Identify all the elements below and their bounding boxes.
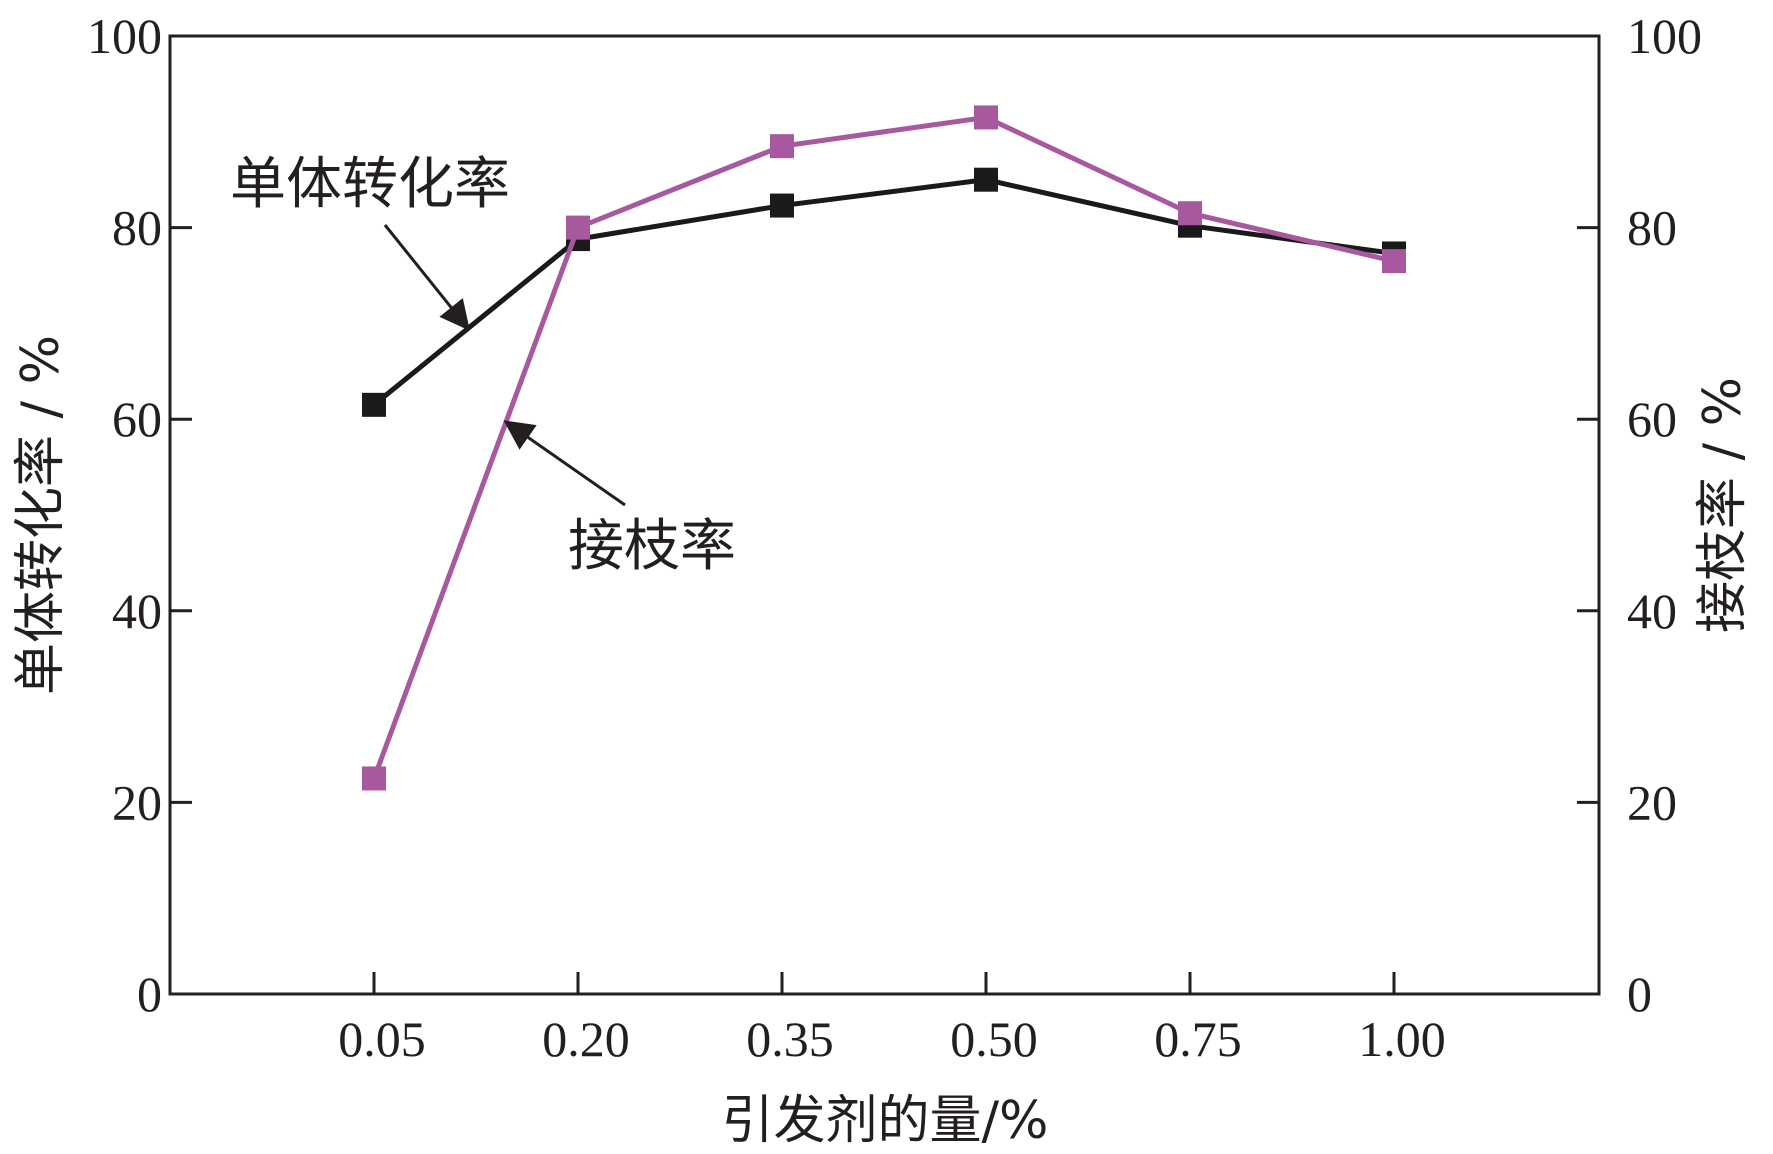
data-point-grafting — [770, 134, 794, 159]
data-point-grafting — [1178, 201, 1202, 226]
x-tick-label: 0.20 — [542, 1011, 630, 1067]
y-tick-label-right: 40 — [1627, 583, 1677, 639]
x-tick-label: 1.00 — [1358, 1011, 1446, 1067]
x-tick-label: 0.75 — [1154, 1011, 1242, 1067]
y-tick-label-left: 80 — [112, 200, 162, 256]
ticks: 0 20 40 60 80 100 0 20 40 60 80 100 0.05 0.20 0.35 0.50… — [87, 8, 1702, 1067]
series-conversion — [362, 167, 1406, 417]
data-point-conversion — [974, 167, 998, 192]
y-tick-label-left: 40 — [112, 583, 162, 639]
y-tick-label-right: 0 — [1627, 966, 1652, 1022]
y-tick-label-right: 100 — [1627, 8, 1702, 64]
data-point-grafting — [974, 105, 998, 130]
data-point-conversion — [770, 193, 794, 218]
y-axis-title-right: 接枝率 / % — [1693, 377, 1753, 633]
y-tick-label-left: 0 — [137, 966, 162, 1022]
y-axis-title-left: 单体转化率 / % — [11, 335, 71, 695]
annotation-grafting: 接枝率 — [568, 514, 736, 579]
series-line-conversion — [372, 177, 1395, 407]
data-point-grafting — [566, 215, 590, 240]
annotation-arrow-grafting — [503, 420, 626, 507]
y-tick-label-left: 20 — [112, 774, 162, 830]
y-tick-label-right: 20 — [1627, 774, 1677, 830]
x-tick-label: 0.35 — [746, 1011, 834, 1067]
x-tick-label: 0.50 — [950, 1011, 1038, 1067]
series-layer — [362, 105, 1406, 791]
plot-frame — [168, 34, 1601, 996]
data-point-conversion — [362, 392, 386, 417]
y-tick-label-right: 60 — [1627, 391, 1677, 447]
y-tick-label-right: 80 — [1627, 200, 1677, 256]
y-tick-label-left: 100 — [87, 8, 162, 64]
x-tick-label: 0.05 — [338, 1011, 426, 1067]
x-axis-title: 引发剂的量/% — [722, 1091, 1049, 1151]
y-tick-label-left: 60 — [112, 391, 162, 447]
series-grafting — [362, 105, 1406, 791]
series-line-grafting — [371, 114, 1395, 780]
data-point-grafting — [1382, 249, 1406, 274]
annotation-arrow-conversion — [383, 224, 470, 331]
annotation-conversion: 单体转化率 — [230, 152, 510, 217]
data-point-grafting — [362, 766, 386, 791]
